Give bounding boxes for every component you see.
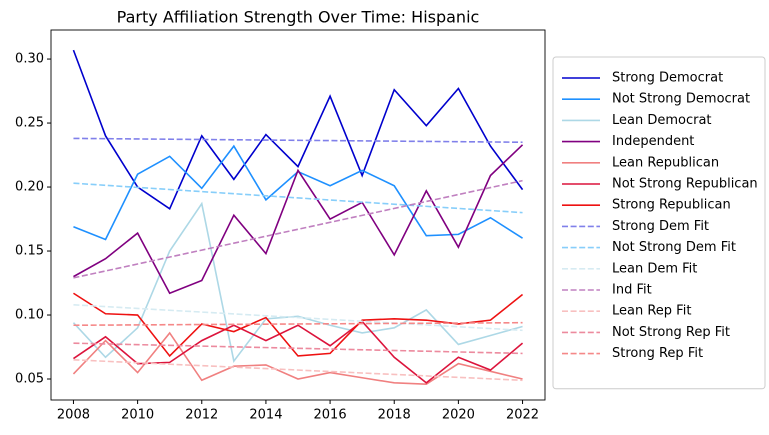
x-tick-label: 2018 xyxy=(378,408,411,423)
series-line xyxy=(72,201,523,363)
legend-label: Strong Republican xyxy=(612,198,731,213)
legend-label: Lean Republican xyxy=(612,155,719,170)
legend-label: Lean Democrat xyxy=(612,113,712,128)
x-tick-label: 2020 xyxy=(442,408,475,423)
series-line xyxy=(72,49,524,210)
y-tick-label: 0.20 xyxy=(15,180,44,195)
plot-frame xyxy=(50,29,546,401)
x-tick-label: 2010 xyxy=(121,408,154,423)
y-tick-label: 0.15 xyxy=(15,244,44,259)
legend-label: Strong Rep Fit xyxy=(612,346,703,361)
x-tick-label: 2014 xyxy=(249,408,282,423)
series-line xyxy=(73,359,523,382)
legend-label: Not Strong Republican xyxy=(612,177,758,192)
legend-label: Ind Fit xyxy=(612,283,652,298)
series-line xyxy=(73,179,523,279)
series-line xyxy=(73,342,523,355)
legend-label: Not Strong Rep Fit xyxy=(612,325,730,340)
chart-title: Party Affiliation Strength Over Time: Hi… xyxy=(117,8,480,27)
y-tick-label: 0.05 xyxy=(15,372,44,387)
x-tick-label: 2012 xyxy=(185,408,218,423)
series-line xyxy=(72,331,523,385)
series-line xyxy=(73,144,524,295)
legend-label: Not Strong Democrat xyxy=(612,92,750,107)
legend-label: Lean Dem Fit xyxy=(612,261,697,276)
legend-label: Strong Democrat xyxy=(612,71,723,86)
series-line xyxy=(73,320,524,384)
x-tick-label: 2022 xyxy=(506,408,539,423)
series-line xyxy=(73,321,523,327)
series-line xyxy=(73,144,523,241)
y-tick-label: 0.10 xyxy=(15,308,44,323)
x-tick-label: 2016 xyxy=(314,408,347,423)
legend-label: Independent xyxy=(612,134,694,149)
legend-label: Not Strong Dem Fit xyxy=(612,240,736,255)
legend-label: Strong Dem Fit xyxy=(612,219,709,234)
series-line xyxy=(73,137,523,144)
series-line xyxy=(73,303,523,332)
y-tick-label: 0.25 xyxy=(15,116,44,131)
legend-box xyxy=(552,56,766,390)
series-line xyxy=(73,182,523,214)
legend-label: Lean Rep Fit xyxy=(612,304,691,319)
x-tick-label: 2008 xyxy=(57,408,90,423)
y-tick-label: 0.30 xyxy=(15,52,44,67)
